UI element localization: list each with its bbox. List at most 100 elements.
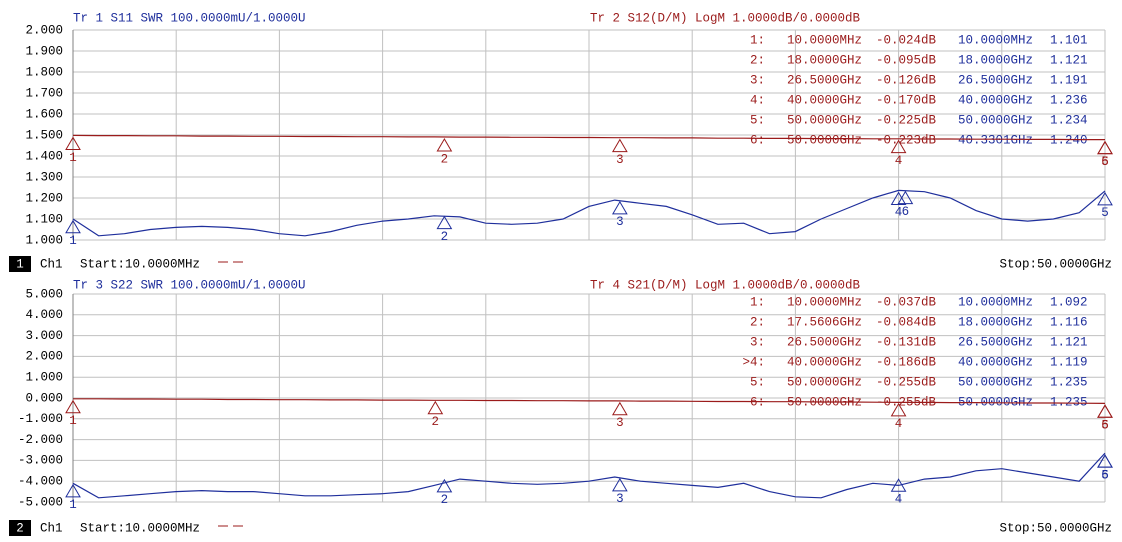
y-tick-label: 4.000 <box>25 308 63 322</box>
y-tick-label: 0.000 <box>25 391 63 405</box>
marker-frequency: 40.3301GHz <box>958 133 1033 147</box>
marker <box>890 478 907 492</box>
marker-frequency: 50.0000GHz <box>787 375 862 389</box>
marker-frequency: 17.5606GHz <box>787 315 862 329</box>
y-tick-label: 1.500 <box>25 128 63 142</box>
marker-frequency: 26.5000GHz <box>787 73 862 87</box>
marker <box>611 200 628 215</box>
marker-frequency: 10.0000MHz <box>787 33 862 47</box>
y-tick-label: 1.100 <box>25 212 63 226</box>
marker-value: 1.236 <box>1050 93 1088 107</box>
y-tick-label: 3.000 <box>25 329 63 343</box>
marker-frequency: 10.0000MHz <box>787 295 862 309</box>
marker-frequency: 10.0000MHz <box>958 295 1033 309</box>
marker-label: 6 <box>902 205 910 219</box>
marker <box>436 478 453 493</box>
marker-frequency: 10.0000MHz <box>958 33 1033 47</box>
marker-row-label: 6: <box>750 133 765 147</box>
marker-label: 5 <box>1101 468 1109 482</box>
marker-row-label: 3: <box>750 335 765 349</box>
y-tick-label: 5.000 <box>25 287 63 301</box>
marker <box>611 401 628 416</box>
y-tick-label: 1.400 <box>25 149 63 163</box>
marker-label: 3 <box>616 416 624 430</box>
y-tick-label: 2.000 <box>25 350 63 364</box>
marker-label: 4 <box>895 154 903 168</box>
y-tick-label: 1.300 <box>25 170 63 184</box>
marker-value: -0.186dB <box>876 355 937 369</box>
marker-frequency: 50.0000GHz <box>787 113 862 127</box>
marker <box>65 483 81 498</box>
marker-frequency: 50.0000GHz <box>787 133 862 147</box>
stop-label: Stop:50.0000GHz <box>999 257 1112 271</box>
start-label: Start:10.0000MHz <box>80 521 200 535</box>
channel-number: 2 <box>16 521 24 535</box>
marker-value: -0.255dB <box>876 375 937 389</box>
marker-value: -0.037dB <box>876 295 937 309</box>
channel-box <box>9 520 31 536</box>
marker-label: 1 <box>69 234 77 248</box>
y-tick-label: -5.000 <box>18 495 63 509</box>
marker-frequency: 40.0000GHz <box>787 355 862 369</box>
marker-frequency: 18.0000GHz <box>958 315 1033 329</box>
marker-frequency: 40.0000GHz <box>958 355 1033 369</box>
marker-frequency: 40.0000GHz <box>787 93 862 107</box>
marker-frequency: 26.5000GHz <box>958 335 1033 349</box>
marker-label: 6 <box>1101 155 1109 169</box>
stop-label: Stop:50.0000GHz <box>999 521 1112 535</box>
marker-label: 4 <box>895 206 903 220</box>
marker-frequency: 50.0000GHz <box>787 395 862 409</box>
marker-frequency: 50.0000GHz <box>958 375 1033 389</box>
y-tick-label: 1.600 <box>25 107 63 121</box>
trace-label: Tr 1 S11 SWR 100.0000mU/1.0000U <box>73 11 306 25</box>
marker-row-label: 1: <box>750 33 765 47</box>
trace <box>72 134 1105 141</box>
marker-row-label: 2: <box>750 315 765 329</box>
marker-label: 2 <box>441 152 449 166</box>
marker-row-label: 2: <box>750 53 765 67</box>
marker-value: -0.095dB <box>876 53 937 67</box>
marker-row-label: 6: <box>750 395 765 409</box>
marker-label: 3 <box>616 492 624 506</box>
marker-label: 5 <box>1101 155 1109 169</box>
marker <box>427 400 444 415</box>
marker <box>1097 454 1113 468</box>
channel-number: 1 <box>16 257 24 271</box>
marker <box>65 399 81 414</box>
marker-value: 1.121 <box>1050 53 1088 67</box>
marker-label: 6 <box>1101 468 1109 482</box>
marker-value: 1.191 <box>1050 73 1088 87</box>
marker <box>890 139 907 154</box>
y-tick-label: 1.800 <box>25 65 63 79</box>
start-label: Start:10.0000MHz <box>80 257 200 271</box>
marker <box>436 138 453 152</box>
marker-label: 1 <box>69 151 77 165</box>
marker-value: -0.225dB <box>876 113 937 127</box>
marker-label: 4 <box>895 417 903 431</box>
y-tick-label: -3.000 <box>18 454 63 468</box>
y-tick-label: -1.000 <box>18 412 63 426</box>
marker <box>1097 140 1113 155</box>
marker-row-label: 5: <box>750 113 765 127</box>
marker-row-label: 1: <box>750 295 765 309</box>
marker-value: 1.240 <box>1050 133 1088 147</box>
marker-row-label: >4: <box>742 355 765 369</box>
marker <box>890 402 907 417</box>
marker <box>897 190 914 205</box>
marker-label: 2 <box>432 415 440 429</box>
marker-value: -0.170dB <box>876 93 937 107</box>
marker-value: 1.235 <box>1050 375 1088 389</box>
marker-label: 5 <box>1101 206 1109 220</box>
marker <box>65 136 81 151</box>
marker-label: 4 <box>895 493 903 507</box>
marker-value: -0.126dB <box>876 73 937 87</box>
y-tick-label: 2.000 <box>25 23 63 37</box>
marker-value: 1.101 <box>1050 33 1088 47</box>
marker <box>436 215 453 230</box>
trace-label: Tr 4 S21(D/M) LogM 1.0000dB/0.0000dB <box>590 278 861 292</box>
marker-label: 3 <box>616 153 624 167</box>
marker <box>890 191 907 205</box>
marker <box>1097 404 1113 418</box>
marker-value: -0.255dB <box>876 395 937 409</box>
